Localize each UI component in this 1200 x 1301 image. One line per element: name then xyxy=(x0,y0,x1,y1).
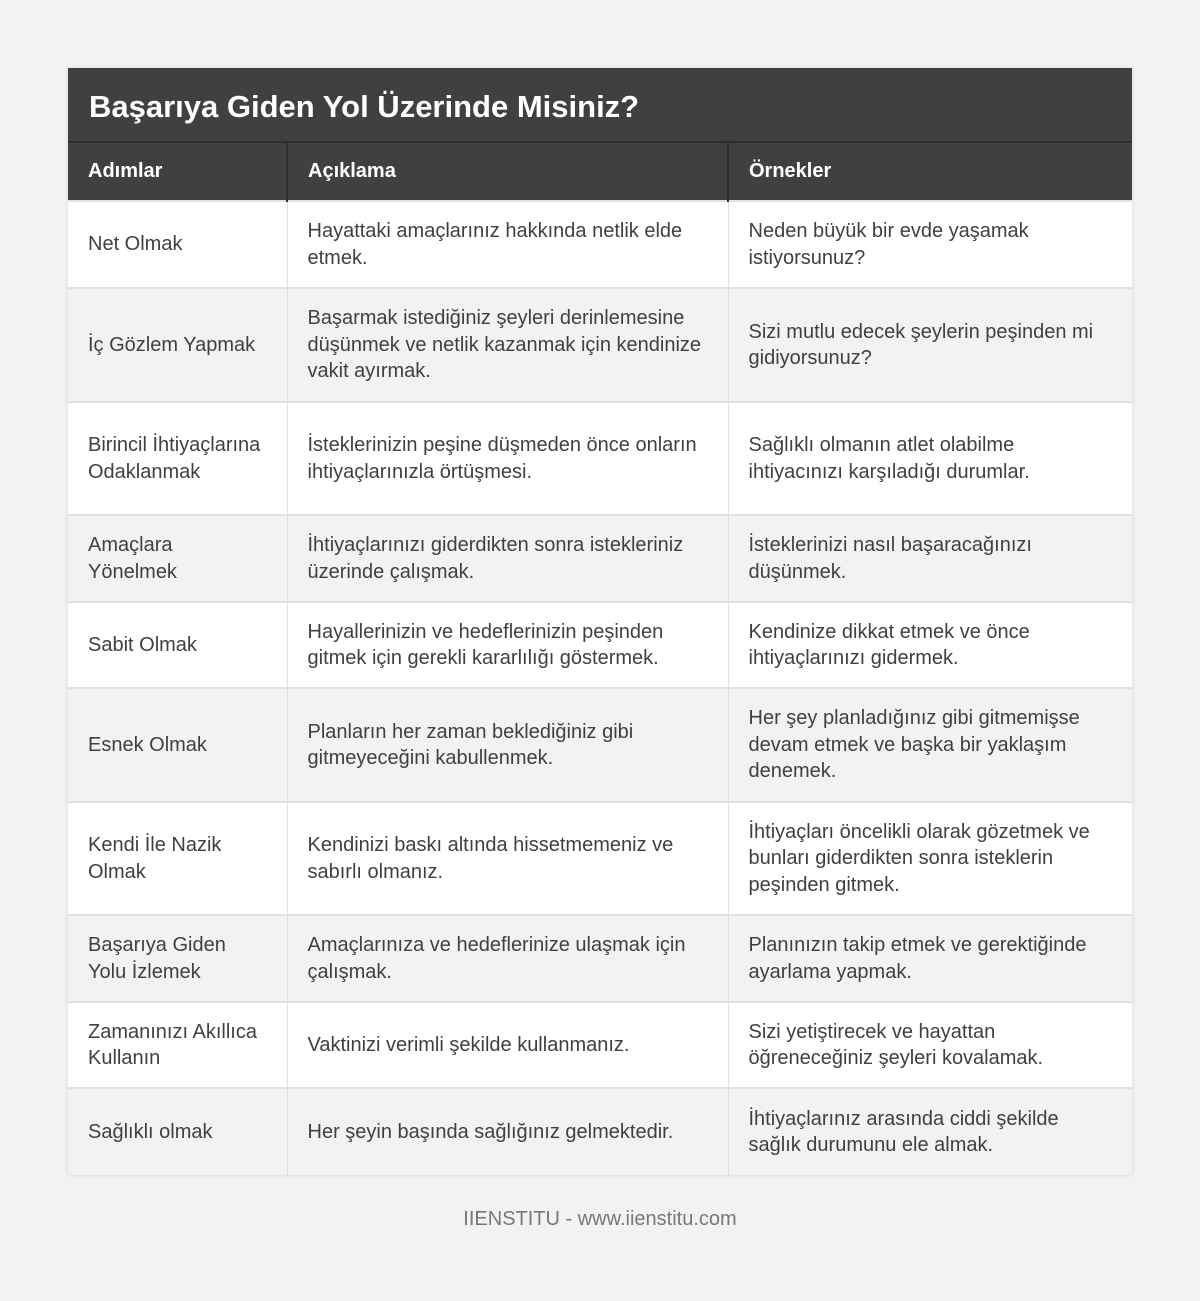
column-header-steps: Adımlar xyxy=(68,143,288,201)
step-cell: Birincil İhtiyaçlarına Odaklanmak xyxy=(68,401,288,515)
example-cell: Her şey planladığınız gibi gitmemişse de… xyxy=(728,687,1132,802)
step-cell: Sağlıklı olmak xyxy=(68,1087,288,1175)
table-row: İç Gözlem Yapmak Başarmak istediğiniz şey… xyxy=(68,287,1132,402)
description-cell: Hayattaki amaçlarınız hakkında netlik el… xyxy=(287,200,729,288)
description-cell: Kendinizi baskı altında hissetmemeniz ve… xyxy=(287,801,729,915)
table-title: Başarıya Giden Yol Üzerinde Misiniz? xyxy=(68,68,1132,143)
description-cell: Başarmak istediğiniz şeyleri derinlemesi… xyxy=(287,287,729,402)
step-cell: Zamanınızı Akıllıca Kullanın xyxy=(68,1001,288,1088)
description-cell: Her şeyin başında sağlığınız gelmektedir… xyxy=(287,1087,729,1175)
example-cell: Sağlıklı olmanın atlet olabilme ihtiyacı… xyxy=(728,401,1132,515)
table-row: Sabit Olmak Hayallerinizin ve hedeflerini… xyxy=(68,601,1132,688)
table-row: Net Olmak Hayattaki amaçlarınız hakkında … xyxy=(68,200,1132,288)
example-cell: Neden büyük bir evde yaşamak istiyorsunu… xyxy=(728,200,1132,288)
column-header-examples: Örnekler xyxy=(728,143,1132,201)
example-cell: İhtiyaçları öncelikli olarak gözetmek ve… xyxy=(728,801,1132,915)
table-card: Başarıya Giden Yol Üzerinde Misiniz? Adı… xyxy=(68,68,1132,1175)
header-row: Adımlar Açıklama Örnekler xyxy=(68,143,1132,201)
example-cell: Sizi mutlu edecek şeylerin peşinden mi g… xyxy=(728,287,1132,402)
description-cell: Hayallerinizin ve hedeflerinizin peşinde… xyxy=(287,601,729,688)
table-row: Birincil İhtiyaçlarına Odaklanmak İstekle… xyxy=(68,401,1132,515)
table-row: Başarıya Giden Yolu İzlemek Amaçlarınıza … xyxy=(68,914,1132,1002)
example-cell: İsteklerinizi nasıl başaracağınızı düşün… xyxy=(728,514,1132,602)
step-cell: Net Olmak xyxy=(68,200,288,288)
description-cell: İsteklerinizin peşine düşmeden önce onla… xyxy=(287,401,729,515)
description-cell: Vaktinizi verimli şekilde kullanmanız. xyxy=(287,1001,729,1088)
description-cell: İhtiyaçlarınızı giderdikten sonra istekl… xyxy=(287,514,729,602)
step-cell: Esnek Olmak xyxy=(68,687,288,802)
step-cell: Sabit Olmak xyxy=(68,601,288,688)
example-cell: Planınızın takip etmek ve gerektiğinde a… xyxy=(728,914,1132,1002)
step-cell: Kendi İle Nazik Olmak xyxy=(68,801,288,915)
table-row: Amaçlara Yönelmek İhtiyaçlarınızı giderdi… xyxy=(68,514,1132,602)
example-cell: İhtiyaçlarınız arasında ciddi şekilde sa… xyxy=(728,1087,1132,1175)
footer-credit: IIENSTITU - www.iienstitu.com xyxy=(463,1208,737,1230)
column-header-description: Açıklama xyxy=(287,143,729,201)
table-row: Sağlıklı olmak Her şeyin başında sağlığın… xyxy=(68,1087,1132,1175)
description-cell: Amaçlarınıza ve hedeflerinize ulaşmak iç… xyxy=(287,914,729,1002)
example-cell: Sizi yetiştirecek ve hayattan öğreneceği… xyxy=(728,1001,1132,1088)
table-row: Kendi İle Nazik Olmak Kendinizi baskı alt… xyxy=(68,801,1132,915)
step-cell: İç Gözlem Yapmak xyxy=(68,287,288,402)
step-cell: Amaçlara Yönelmek xyxy=(68,514,288,602)
description-cell: Planların her zaman beklediğiniz gibi gi… xyxy=(287,687,729,802)
table-row: Zamanınızı Akıllıca Kullanın Vaktinizi ve… xyxy=(68,1001,1132,1088)
step-cell: Başarıya Giden Yolu İzlemek xyxy=(68,914,288,1002)
table-row: Esnek Olmak Planların her zaman beklediği… xyxy=(68,687,1132,802)
example-cell: Kendinize dikkat etmek ve önce ihtiyaçla… xyxy=(728,601,1132,688)
steps-table: Adımlar Açıklama Örnekler Net Olmak Hayat… xyxy=(68,143,1132,1175)
